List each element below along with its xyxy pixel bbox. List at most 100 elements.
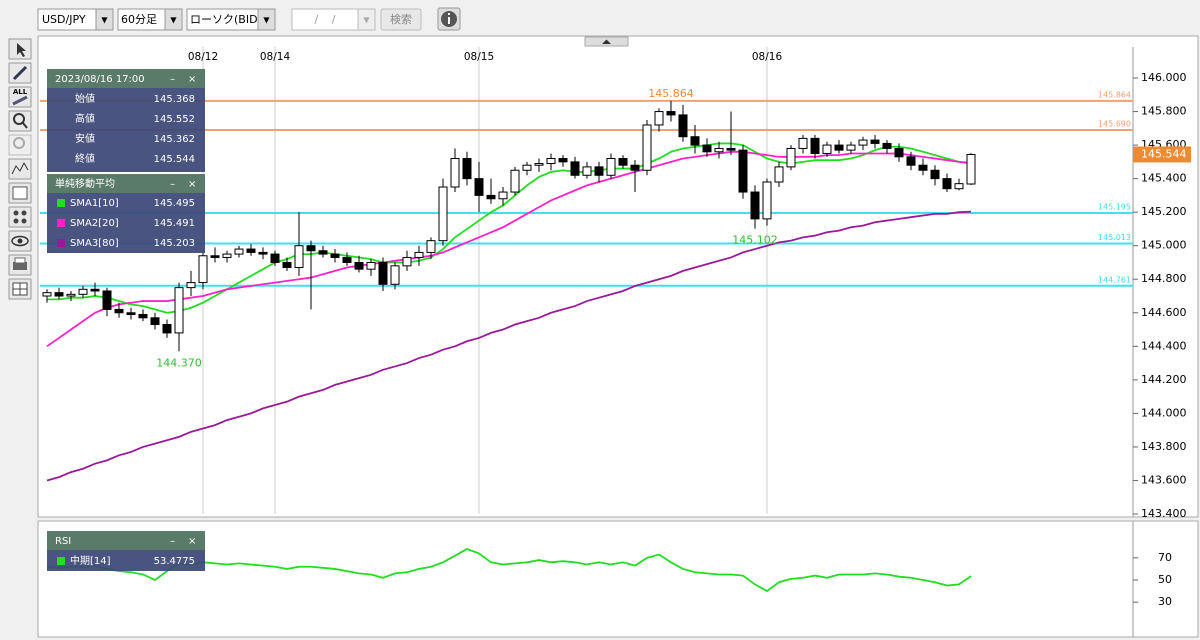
dropdown-button[interactable]	[357, 8, 376, 31]
main-chart-frame	[37, 35, 1199, 518]
search-button[interactable]	[380, 8, 422, 31]
y-tick-label: 144.200	[1141, 373, 1187, 386]
legend-name: SMA3[80]	[70, 238, 119, 249]
date-label: 08/12	[188, 51, 218, 63]
candle-body	[258, 251, 268, 255]
y-tick-label: 144.000	[1141, 406, 1187, 419]
candle-body	[870, 139, 880, 144]
minimize[interactable]: –	[170, 536, 175, 547]
candle-body	[234, 248, 244, 255]
candle-body	[210, 255, 220, 258]
minimize[interactable]: –	[170, 74, 175, 85]
rsi-panel: RSI – × 中期[14] 53.4775	[47, 531, 205, 571]
horizontal-line-label: 145.864	[1098, 90, 1131, 99]
candle-body	[270, 253, 280, 263]
close[interactable]: ×	[188, 74, 196, 85]
candle-body	[546, 158, 556, 165]
rsi-chart-frame	[37, 520, 1199, 638]
y-tick-label: 143.800	[1141, 440, 1187, 453]
y-tick-label: 50	[1158, 573, 1172, 586]
sma-line	[46, 150, 972, 348]
dropdown-button[interactable]	[164, 8, 183, 31]
minimize[interactable]: –	[170, 179, 175, 190]
info-glyph	[448, 13, 450, 15]
candle-body	[942, 178, 952, 190]
candle-body	[762, 181, 772, 220]
candle-body	[66, 293, 76, 297]
eye-icon	[17, 238, 23, 244]
legend-value: 145.495	[154, 198, 195, 209]
horizontal-line-label: 144.761	[1098, 275, 1131, 284]
date-label: 08/15	[464, 51, 494, 63]
candle-body	[918, 164, 928, 171]
symbol-tool[interactable]	[8, 206, 32, 228]
close[interactable]: ×	[188, 536, 196, 547]
candle-body	[462, 158, 472, 180]
zoom-icon	[13, 137, 25, 149]
candle-body	[558, 158, 568, 163]
candle-body	[150, 317, 160, 326]
high-value: 145.552	[154, 114, 195, 125]
legend-name: 中期[14]	[70, 554, 111, 567]
search-label: 検索	[390, 12, 412, 26]
open-label: 始値	[75, 92, 95, 105]
candle-body	[90, 288, 100, 292]
candle-body	[654, 111, 664, 126]
legend-name: SMA1[10]	[70, 198, 119, 209]
candle-body	[690, 136, 700, 146]
y-tick-label: 144.800	[1141, 272, 1187, 285]
dropdown-button[interactable]	[95, 8, 114, 31]
last-price-label: 145.544	[1141, 147, 1187, 160]
legend-swatch	[57, 219, 65, 227]
panel-body	[47, 88, 205, 172]
candle-body	[930, 169, 940, 180]
candle-body	[906, 156, 916, 166]
candle-body	[726, 147, 736, 151]
low-value: 145.362	[154, 134, 195, 145]
legend-swatch	[57, 199, 65, 207]
candle-body	[582, 166, 592, 176]
ohlc-panel: 2023/08/16 17:00 – × 始値 145.368 高値 145.5…	[47, 69, 205, 172]
candle-body	[54, 292, 64, 297]
candle-body	[126, 312, 136, 315]
legend-swatch	[57, 239, 65, 247]
date-placeholder: / /	[315, 13, 336, 26]
candle-body	[534, 163, 544, 166]
panel-body	[47, 193, 205, 253]
close[interactable]: ×	[188, 179, 196, 190]
indicator-tool[interactable]	[8, 158, 32, 180]
print-icon	[14, 257, 26, 264]
candle-body	[222, 253, 232, 258]
indicator-icon	[11, 161, 29, 175]
price-annotation: 144.370	[156, 356, 202, 369]
dropdown-button[interactable]	[257, 8, 276, 31]
dropdown-arrow: ▼	[170, 16, 177, 25]
candle-body	[498, 191, 508, 200]
low-label: 安値	[75, 132, 95, 145]
collapse-arrow	[602, 39, 611, 44]
y-tick-label: 143.600	[1141, 473, 1187, 486]
candle-body	[354, 261, 364, 270]
y-tick-label: 145.800	[1141, 105, 1187, 118]
candle-body	[786, 147, 796, 168]
high-label: 高値	[75, 112, 95, 125]
price-annotation: 145.102	[732, 234, 778, 247]
candle-body	[318, 250, 328, 255]
panel-header	[47, 531, 205, 550]
candle-body	[102, 290, 112, 310]
candle-body	[246, 248, 256, 253]
eye-icon	[11, 235, 29, 247]
dropdown-arrow: ▼	[101, 16, 108, 25]
candle-body	[198, 255, 208, 284]
candle-body	[402, 256, 412, 267]
candle-body	[174, 287, 184, 334]
last-price-box	[1133, 146, 1191, 163]
sma-rows: SMA1[10] 145.495 SMA2[20] 145.491 SMA3[80] 14…	[57, 198, 195, 249]
candle-body	[186, 282, 196, 289]
timeframe: 60分足	[121, 13, 157, 26]
legend-name: SMA2[20]	[70, 218, 119, 229]
candle-body	[474, 178, 484, 196]
sma-panel: 単純移動平均 – × SMA1[10] 145.495 SMA2[20] 145.49…	[47, 174, 205, 253]
sma-line	[47, 142, 972, 314]
